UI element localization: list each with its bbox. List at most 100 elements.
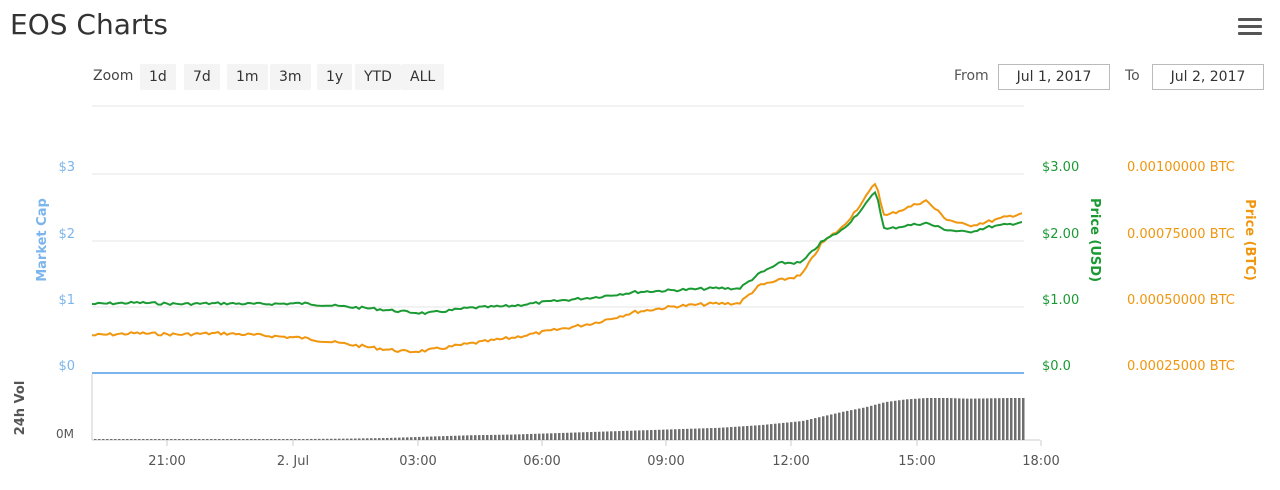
volume-bar: [562, 432, 565, 440]
volume-bar: [318, 438, 321, 440]
volume-bar: [718, 427, 721, 440]
volume-bar: [542, 433, 545, 440]
volume-bar: [138, 439, 141, 440]
market-cap-tick-label: $1: [58, 293, 75, 308]
volume-bar: [478, 435, 481, 440]
volume-bar: [610, 431, 613, 440]
volume-bar: [522, 434, 525, 440]
volume-bar: [854, 409, 857, 440]
volume-bar: [822, 416, 825, 440]
from-date-input[interactable]: [998, 64, 1110, 90]
x-tick-label: 2. Jul: [277, 454, 309, 469]
volume-bar: [882, 402, 885, 440]
volume-bar: [202, 439, 205, 440]
volume-bar: [554, 433, 557, 440]
volume-bar: [326, 438, 329, 440]
volume-bar: [186, 439, 189, 440]
volume-bar: [342, 438, 345, 440]
volume-bar: [398, 437, 401, 440]
volume-bar: [126, 439, 129, 440]
volume-bar: [794, 421, 797, 440]
volume-bar: [922, 398, 925, 440]
volume-bar: [646, 430, 649, 440]
x-tick-label: 09:00: [647, 454, 684, 469]
volume-bar: [870, 405, 873, 440]
volume-bar: [798, 421, 801, 440]
usd-tick-label: $0.0: [1042, 359, 1071, 374]
zoom-3m-button[interactable]: 3m: [270, 64, 311, 90]
volume-bar: [906, 399, 909, 440]
volume-bar: [242, 439, 245, 440]
volume-bar: [566, 432, 569, 440]
volume-bar: [534, 433, 537, 440]
volume-bar: [702, 428, 705, 440]
volume-bar: [218, 439, 221, 440]
volume-bar: [986, 398, 989, 440]
volume-bar: [942, 398, 945, 440]
zoom-label: Zoom: [93, 68, 134, 84]
btc-tick-label: 0.00075000 BTC: [1127, 227, 1235, 242]
volume-bar: [206, 439, 209, 440]
volume-bar: [558, 433, 561, 440]
volume-bar: [314, 438, 317, 440]
volume-bar: [466, 435, 469, 440]
volume-bar: [666, 429, 669, 440]
volume-bar: [322, 438, 325, 440]
volume-bar: [310, 438, 313, 440]
volume-bar: [802, 420, 805, 440]
volume-bar: [894, 400, 897, 440]
volume-bar: [502, 434, 505, 440]
volume-bar: [330, 438, 333, 440]
volume-bar: [170, 439, 173, 440]
volume-bar: [506, 434, 509, 440]
to-date-input[interactable]: [1152, 64, 1264, 90]
usd-axis-title: Price (USD): [1087, 198, 1102, 282]
volume-bar: [606, 431, 609, 440]
zoom-1d-button[interactable]: 1d: [140, 64, 176, 90]
volume-bar: [946, 398, 949, 440]
volume-bar: [354, 438, 357, 440]
volume-bar: [474, 435, 477, 440]
volume-bar: [594, 431, 597, 440]
zoom-1y-button[interactable]: 1y: [317, 64, 353, 90]
btc-tick-label: 0.00050000 BTC: [1127, 293, 1235, 308]
zoom-7d-button[interactable]: 7d: [184, 64, 220, 90]
zoom-1m-button[interactable]: 1m: [227, 64, 268, 90]
hamburger-menu-icon[interactable]: [1238, 18, 1262, 38]
volume-bar: [814, 418, 817, 440]
zoom-all-button[interactable]: ALL: [401, 64, 445, 90]
volume-bar: [790, 422, 793, 440]
volume-bar: [706, 428, 709, 440]
volume-bar: [546, 433, 549, 440]
volume-bar: [634, 430, 637, 440]
volume-bar: [738, 426, 741, 440]
volume-bar: [162, 439, 165, 440]
volume-bar: [266, 439, 269, 440]
volume-bar: [950, 398, 953, 440]
volume-bar: [434, 436, 437, 440]
volume-bar: [102, 439, 105, 440]
volume-bar: [722, 427, 725, 440]
volume-bar: [874, 404, 877, 440]
volume-bar: [598, 431, 601, 440]
volume-bar: [526, 434, 529, 440]
zoom-ytd-button[interactable]: YTD: [355, 64, 401, 90]
volume-bar: [514, 434, 517, 440]
volume-bar: [1022, 398, 1025, 440]
volume-tick-label: 0M: [56, 427, 74, 441]
volume-bar: [626, 430, 629, 440]
volume-bar: [450, 435, 453, 440]
volume-bar: [934, 398, 937, 440]
volume-bar: [698, 428, 701, 440]
volume-bar: [846, 410, 849, 440]
volume-bar: [878, 403, 881, 440]
volume-bar: [678, 429, 681, 440]
volume-bar: [426, 436, 429, 440]
volume-bar: [462, 435, 465, 440]
volume-bar: [146, 439, 149, 440]
volume-bar: [842, 411, 845, 440]
volume-bar: [94, 439, 97, 440]
volume-bar: [978, 398, 981, 440]
volume-bar: [118, 439, 121, 440]
